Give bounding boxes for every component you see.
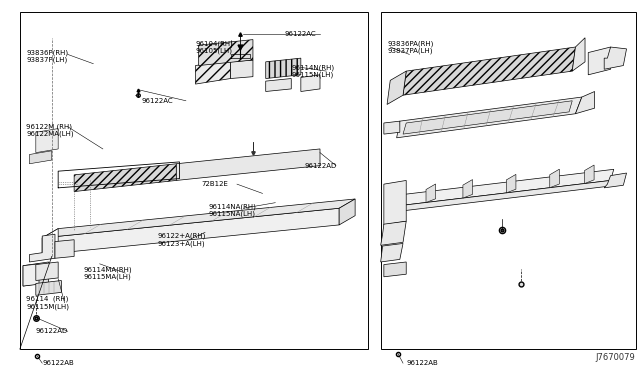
- Polygon shape: [381, 221, 406, 245]
- Text: 96122AB: 96122AB: [406, 360, 438, 366]
- Text: 96122AC: 96122AC: [141, 98, 173, 104]
- Text: 72B12E: 72B12E: [202, 181, 228, 187]
- Text: 96122AD: 96122AD: [36, 328, 68, 334]
- Polygon shape: [381, 243, 403, 262]
- Text: 96122+A(RH)
96123+A(LH): 96122+A(RH) 96123+A(LH): [157, 233, 205, 247]
- Polygon shape: [29, 234, 55, 262]
- Polygon shape: [36, 262, 58, 280]
- Polygon shape: [36, 129, 58, 153]
- Text: 96114NA(RH)
96115NA(LH): 96114NA(RH) 96115NA(LH): [208, 203, 256, 217]
- Polygon shape: [604, 47, 627, 69]
- Polygon shape: [463, 180, 472, 198]
- Polygon shape: [55, 240, 74, 258]
- Text: J7670079: J7670079: [595, 353, 635, 362]
- Polygon shape: [397, 97, 582, 138]
- Polygon shape: [550, 169, 559, 188]
- Polygon shape: [387, 71, 406, 105]
- Polygon shape: [584, 165, 594, 183]
- Polygon shape: [339, 199, 355, 225]
- Bar: [381, 12, 636, 349]
- Text: 96114N(RH)
96115N(LH): 96114N(RH) 96115N(LH): [291, 64, 334, 78]
- Polygon shape: [403, 101, 572, 134]
- Polygon shape: [384, 262, 406, 277]
- Polygon shape: [23, 262, 49, 286]
- Text: 93836PA(RH)
93837PA(LH): 93836PA(RH) 93837PA(LH): [387, 40, 433, 54]
- Text: 96114MA(RH)
96115MA(LH): 96114MA(RH) 96115MA(LH): [84, 266, 132, 280]
- Polygon shape: [604, 173, 627, 188]
- Polygon shape: [176, 149, 320, 180]
- Polygon shape: [195, 60, 230, 84]
- Polygon shape: [403, 47, 575, 95]
- Text: 96122AD: 96122AD: [304, 163, 336, 169]
- Polygon shape: [426, 184, 436, 202]
- Text: 96122AB: 96122AB: [42, 360, 74, 366]
- Text: 96104(RH)
96105(LH): 96104(RH) 96105(LH): [195, 40, 234, 54]
- Text: 96114  (RH)
96115M(LH): 96114 (RH) 96115M(LH): [26, 296, 69, 310]
- Polygon shape: [198, 39, 253, 65]
- Polygon shape: [74, 164, 176, 192]
- Polygon shape: [572, 38, 585, 71]
- Polygon shape: [384, 121, 400, 134]
- Polygon shape: [266, 78, 291, 92]
- Polygon shape: [394, 169, 614, 206]
- Polygon shape: [42, 208, 339, 254]
- Polygon shape: [42, 199, 355, 238]
- Polygon shape: [29, 151, 52, 164]
- Text: 93836P(RH)
93837P(LH): 93836P(RH) 93837P(LH): [26, 49, 68, 63]
- Polygon shape: [384, 180, 406, 225]
- Text: 96122AC: 96122AC: [285, 31, 317, 37]
- Polygon shape: [42, 229, 58, 254]
- Polygon shape: [23, 264, 39, 286]
- Polygon shape: [266, 58, 301, 78]
- Polygon shape: [588, 47, 611, 75]
- Polygon shape: [230, 60, 253, 78]
- Polygon shape: [36, 280, 61, 295]
- Polygon shape: [575, 92, 595, 114]
- Polygon shape: [394, 180, 611, 212]
- Polygon shape: [301, 75, 320, 92]
- Bar: [20, 12, 368, 349]
- Polygon shape: [506, 174, 516, 193]
- Text: 96122M (RH)
96122MA(LH): 96122M (RH) 96122MA(LH): [26, 124, 74, 137]
